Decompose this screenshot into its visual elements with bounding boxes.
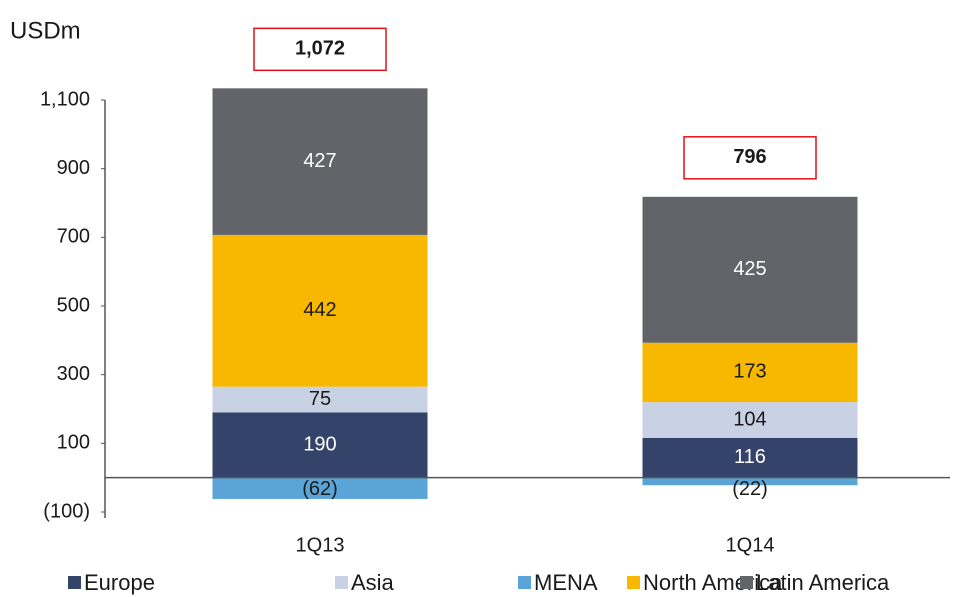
- y-tick-label: 300: [57, 363, 90, 385]
- bar-segment: [642, 402, 858, 438]
- total-label: 796: [733, 146, 766, 168]
- data-label: 173: [733, 361, 766, 383]
- data-label: 116: [734, 446, 766, 468]
- data-label: 75: [309, 388, 331, 410]
- legend-swatch: [335, 576, 348, 589]
- bar-segment: [642, 196, 858, 343]
- total-box: [253, 27, 387, 72]
- bar-segment: [212, 412, 428, 478]
- y-tick-label: 700: [57, 226, 90, 248]
- legend-label: Latin America: [756, 570, 890, 595]
- data-label: 442: [303, 299, 336, 321]
- y-tick-label: 1,100: [40, 88, 90, 110]
- y-tick-label: 900: [57, 157, 90, 179]
- bar-segment: [642, 437, 858, 478]
- y-tick-label: 100: [57, 432, 90, 454]
- legend-label: MENA: [534, 570, 598, 595]
- bar-segment: [212, 88, 428, 235]
- x-tick-label: 1Q14: [726, 534, 775, 556]
- x-tick-label: 1Q13: [296, 534, 345, 556]
- y-tick-label: (100): [43, 500, 90, 522]
- bar-segment: [212, 234, 428, 387]
- data-label: 190: [303, 433, 336, 455]
- total-label: 1,072: [295, 38, 345, 60]
- data-label: (22): [732, 478, 768, 500]
- bar-segment: [212, 477, 428, 499]
- legend-label: Europe: [84, 570, 155, 595]
- bar-segment: [642, 477, 858, 486]
- legend-swatch: [518, 576, 531, 589]
- data-label: 104: [733, 408, 766, 430]
- data-label: 427: [303, 150, 336, 172]
- y-tick-label: 500: [57, 294, 90, 316]
- legend-swatch: [68, 576, 81, 589]
- legend-label: Asia: [351, 570, 395, 595]
- total-box: [683, 136, 817, 180]
- bar-segment: [642, 342, 858, 403]
- data-label: 425: [733, 258, 766, 280]
- legend-label: North America: [643, 570, 783, 595]
- legend-swatch: [627, 576, 640, 589]
- legend-swatch: [740, 576, 753, 589]
- data-label: (62): [302, 478, 338, 500]
- y-axis-label: USDm: [10, 17, 81, 44]
- bar-segment: [212, 386, 428, 413]
